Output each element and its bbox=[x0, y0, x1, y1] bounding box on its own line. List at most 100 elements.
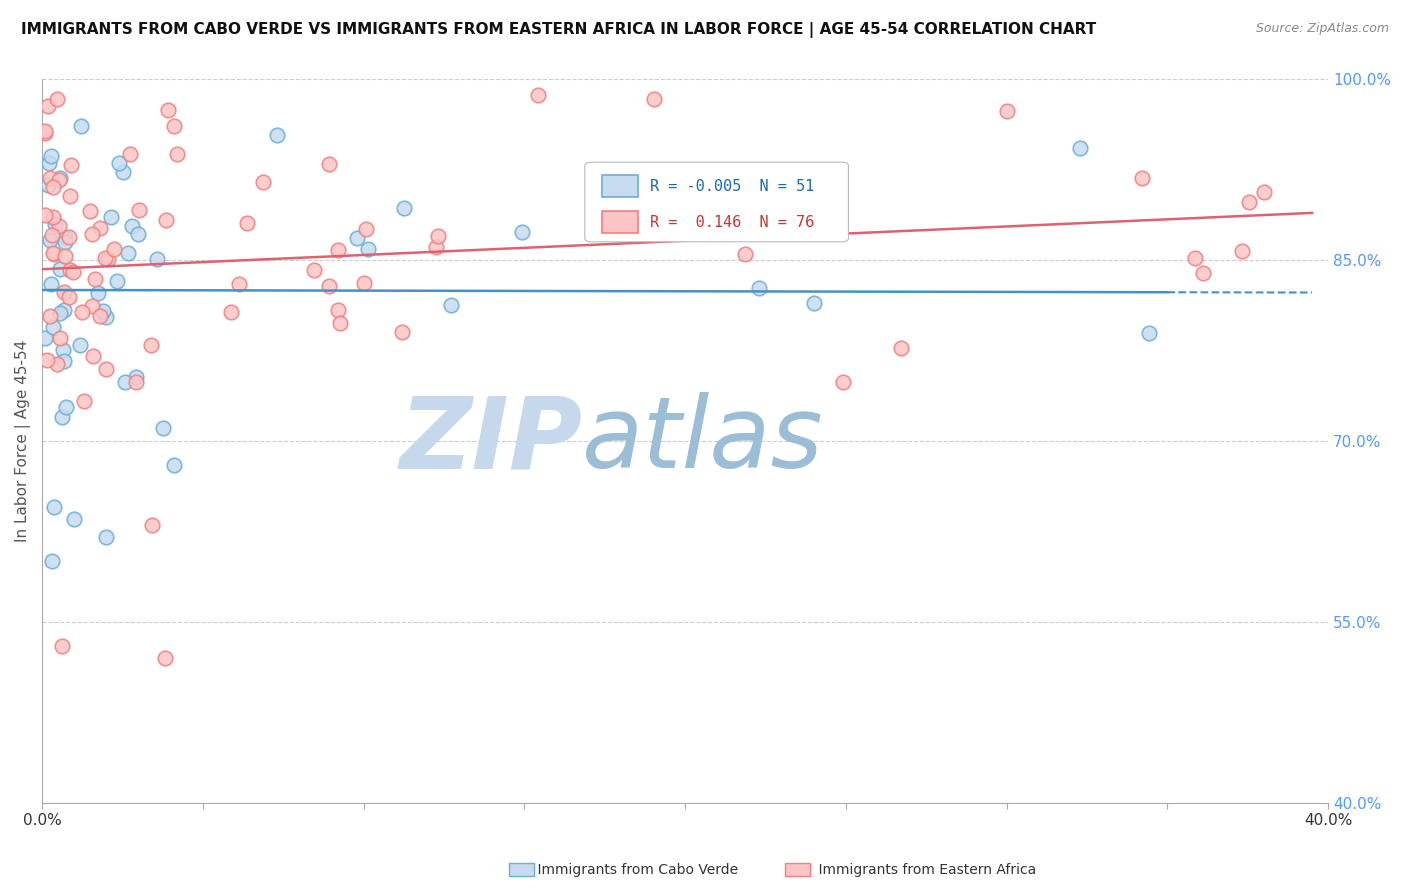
Point bbox=[153, 650, 176, 665]
Point bbox=[80, 227, 103, 242]
Point bbox=[155, 212, 177, 227]
Y-axis label: In Labor Force | Age 45-54: In Labor Force | Age 45-54 bbox=[15, 340, 31, 541]
Point bbox=[39, 309, 62, 323]
Point bbox=[221, 305, 243, 319]
Point bbox=[1253, 185, 1275, 199]
Point bbox=[425, 239, 447, 253]
Point bbox=[318, 278, 340, 293]
Point bbox=[39, 233, 62, 247]
Point bbox=[52, 285, 75, 300]
Point bbox=[45, 357, 67, 371]
Point bbox=[49, 306, 72, 320]
Point bbox=[353, 276, 375, 290]
Point bbox=[42, 211, 65, 225]
Point bbox=[48, 261, 70, 276]
Point bbox=[55, 401, 77, 415]
Point bbox=[94, 251, 117, 265]
Point bbox=[112, 165, 135, 179]
Point bbox=[1232, 244, 1254, 258]
Point bbox=[42, 319, 65, 334]
Point bbox=[94, 530, 117, 544]
Point bbox=[326, 244, 349, 258]
Point bbox=[228, 277, 250, 291]
Text: Immigrants from Eastern Africa: Immigrants from Eastern Africa bbox=[801, 863, 1036, 877]
Point bbox=[329, 316, 352, 330]
Point bbox=[139, 338, 162, 352]
Point bbox=[94, 310, 117, 325]
Point bbox=[34, 208, 56, 222]
Point bbox=[643, 92, 665, 106]
Point bbox=[527, 87, 550, 102]
Point bbox=[127, 227, 149, 241]
Point bbox=[51, 409, 73, 424]
Point bbox=[108, 156, 131, 170]
Text: IMMIGRANTS FROM CABO VERDE VS IMMIGRANTS FROM EASTERN AFRICA IN LABOR FORCE | AG: IMMIGRANTS FROM CABO VERDE VS IMMIGRANTS… bbox=[21, 22, 1097, 38]
Point bbox=[734, 246, 756, 260]
Text: R = -0.005  N = 51: R = -0.005 N = 51 bbox=[651, 178, 814, 194]
Point bbox=[1069, 140, 1091, 154]
Point bbox=[73, 394, 96, 409]
Point bbox=[600, 173, 623, 187]
Point bbox=[105, 274, 128, 288]
Point bbox=[163, 458, 186, 472]
Point bbox=[252, 175, 274, 189]
Point bbox=[302, 263, 325, 277]
Point bbox=[97, 252, 120, 266]
Point bbox=[84, 271, 107, 285]
Point bbox=[114, 375, 136, 389]
Point bbox=[82, 349, 104, 363]
Point bbox=[52, 303, 75, 318]
Point bbox=[49, 331, 72, 345]
Point bbox=[53, 249, 76, 263]
Point bbox=[266, 128, 288, 142]
Text: Source: ZipAtlas.com: Source: ZipAtlas.com bbox=[1256, 22, 1389, 36]
Point bbox=[326, 302, 349, 317]
Point bbox=[42, 500, 65, 514]
Point bbox=[166, 147, 188, 161]
Point bbox=[89, 310, 111, 324]
Point bbox=[69, 338, 91, 352]
Point bbox=[427, 229, 450, 244]
Point bbox=[392, 201, 415, 215]
Point bbox=[42, 247, 65, 261]
Point bbox=[51, 639, 73, 653]
Point bbox=[152, 421, 174, 435]
Point bbox=[440, 298, 463, 312]
Point bbox=[318, 157, 340, 171]
Point bbox=[42, 180, 65, 194]
Point bbox=[391, 326, 413, 340]
Point bbox=[748, 281, 770, 295]
Point bbox=[41, 227, 63, 242]
Point bbox=[48, 173, 70, 187]
Text: atlas: atlas bbox=[582, 392, 824, 489]
Point bbox=[346, 231, 368, 245]
FancyBboxPatch shape bbox=[602, 211, 637, 233]
Point bbox=[46, 92, 69, 106]
Point bbox=[41, 554, 63, 568]
Point bbox=[832, 376, 855, 390]
Point bbox=[121, 219, 143, 233]
Point bbox=[995, 103, 1018, 118]
Point bbox=[53, 235, 76, 250]
Point bbox=[37, 178, 59, 193]
Point bbox=[38, 156, 60, 170]
Point bbox=[87, 285, 110, 300]
Point bbox=[34, 331, 56, 345]
Point bbox=[89, 221, 111, 235]
Point bbox=[39, 149, 62, 163]
Point bbox=[890, 341, 912, 355]
Point bbox=[354, 222, 377, 236]
Point bbox=[357, 242, 380, 256]
Point bbox=[1130, 171, 1153, 186]
Point bbox=[141, 518, 163, 533]
Point bbox=[125, 370, 148, 384]
Point bbox=[80, 299, 103, 313]
Point bbox=[510, 225, 533, 239]
Point bbox=[63, 512, 86, 526]
Point bbox=[37, 98, 59, 112]
Point bbox=[128, 203, 150, 218]
Point bbox=[1237, 194, 1260, 209]
Point bbox=[59, 262, 82, 277]
Point bbox=[103, 243, 125, 257]
Text: R =  0.146  N = 76: R = 0.146 N = 76 bbox=[651, 215, 814, 230]
